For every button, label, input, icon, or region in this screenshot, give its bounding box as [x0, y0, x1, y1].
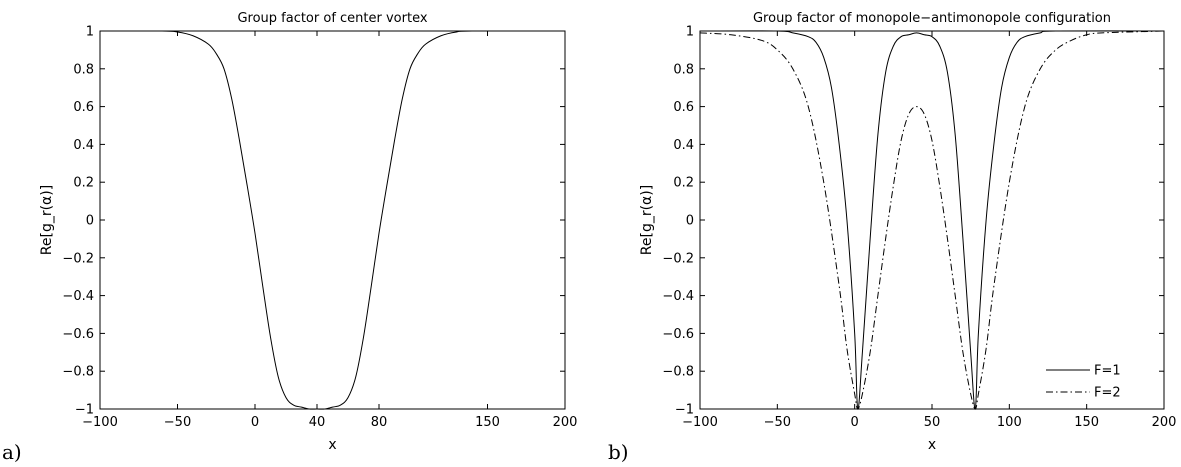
y-tick-label: −0.2	[62, 251, 94, 266]
x-tick-label: −100	[82, 415, 118, 430]
plot-frame	[699, 30, 1165, 410]
x-tick-label: −50	[764, 415, 791, 430]
series-line-0	[100, 30, 565, 410]
y-tick-label: 0.6	[673, 100, 694, 115]
x-tick-label: 40	[309, 415, 326, 430]
x-tick-label: −50	[164, 415, 191, 430]
x-tick-label: 80	[371, 415, 388, 430]
y-tick-label: 0.2	[73, 176, 94, 191]
y-tick-label: 1	[686, 25, 694, 40]
y-tick-label: 0.8	[673, 62, 694, 77]
x-tick-label: −100	[682, 415, 718, 430]
legend-label: F=1	[1094, 364, 1121, 379]
x-axis-label: x	[928, 437, 936, 453]
x-tick-label: 200	[1152, 415, 1177, 430]
x-tick-label: 0	[251, 415, 259, 430]
y-tick-label: −0.8	[62, 365, 94, 380]
y-tick-label: −0.6	[62, 327, 94, 342]
series-line-f2	[700, 30, 1164, 410]
plot-frame	[99, 30, 566, 410]
x-tick-label: 150	[1074, 415, 1099, 430]
y-axis-label: Re[g_r(α)]	[39, 185, 55, 255]
y-tick-label: −0.8	[662, 365, 694, 380]
y-axis-label: Re[g_r(α)]	[639, 185, 655, 255]
y-tick-label: 0.4	[673, 138, 694, 153]
y-tick-label: 0	[86, 214, 94, 229]
chart-title: Group factor of monopole−antimonopole co…	[753, 11, 1111, 26]
chart-title: Group factor of center vortex	[237, 11, 427, 26]
x-tick-label: 100	[997, 415, 1022, 430]
y-tick-label: 0.8	[73, 62, 94, 77]
x-tick-label: 0	[851, 415, 859, 430]
x-axis-label: x	[328, 437, 336, 453]
x-tick-label: 200	[553, 415, 578, 430]
y-tick-label: −0.2	[662, 251, 694, 266]
y-tick-label: 0.2	[673, 176, 694, 191]
y-tick-label: −0.4	[62, 289, 94, 304]
panel-label: b)	[608, 440, 629, 464]
y-tick-label: 1	[86, 25, 94, 40]
y-tick-label: −1	[675, 403, 694, 418]
y-tick-label: 0	[686, 214, 694, 229]
x-tick-label: 150	[475, 415, 500, 430]
y-tick-label: −1	[75, 403, 94, 418]
series-line-f1	[700, 30, 1164, 410]
x-tick-label: 50	[924, 415, 941, 430]
legend-label: F=2	[1094, 386, 1121, 401]
y-tick-label: 0.4	[73, 138, 94, 153]
y-tick-label: 0.6	[73, 100, 94, 115]
panel-label: a)	[2, 440, 22, 464]
y-tick-label: −0.6	[662, 327, 694, 342]
y-tick-label: −0.4	[662, 289, 694, 304]
